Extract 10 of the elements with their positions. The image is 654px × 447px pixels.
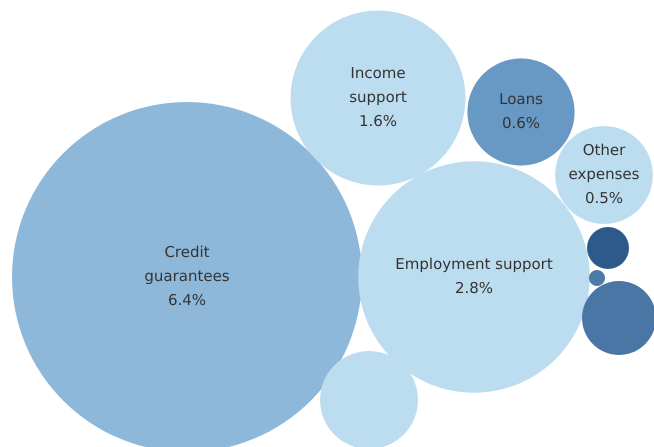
data-label: 6.4% [168,290,206,309]
category-label: Other expenses [568,140,640,183]
category-label: Credit guarantees [144,242,230,285]
data-label: 0.5% [584,188,624,207]
category-label: Income support [349,64,407,106]
data-label: 2.8% [454,278,494,297]
category-label: Loans [499,90,544,108]
category-label: Employment support [395,254,553,273]
data-label: 1.6% [358,112,398,130]
data-label: 0.6% [502,114,540,132]
